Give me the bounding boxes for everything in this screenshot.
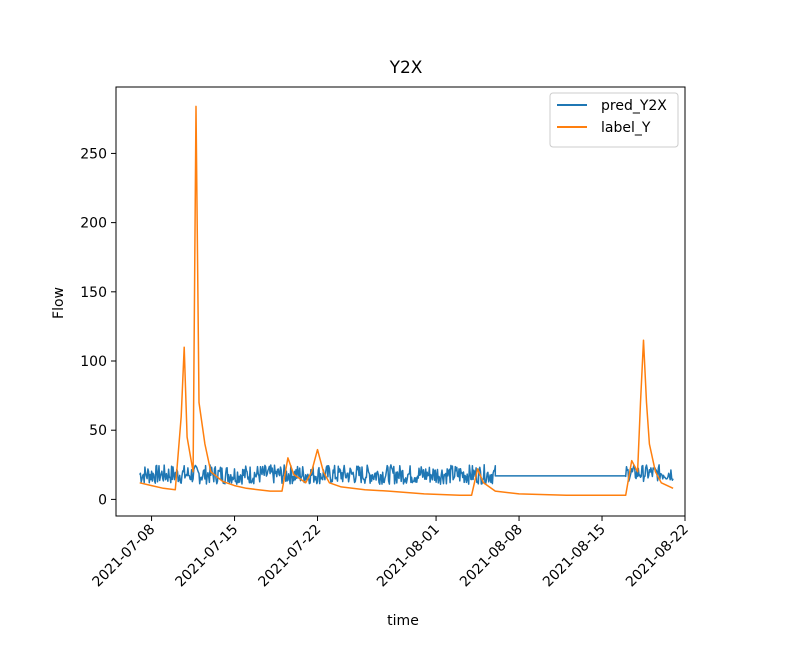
y-axis-label: Flow <box>51 287 67 319</box>
y-tick-label: 0 <box>98 492 107 508</box>
y-tick-label: 150 <box>80 285 107 301</box>
x-tick-label: 2021-07-15 <box>173 522 242 591</box>
x-tick-label: 2021-07-08 <box>90 522 159 591</box>
legend-label-label_Y: label_Y <box>601 120 651 136</box>
plot-frame <box>115 86 686 517</box>
series-line-pred_Y2X <box>139 464 674 485</box>
y-tick-label: 50 <box>89 423 107 439</box>
x-tick-label: 2021-07-22 <box>255 522 324 591</box>
y-tick-label: 250 <box>80 146 107 162</box>
x-tick-label: 2021-08-08 <box>457 522 526 591</box>
x-tick-label: 2021-08-22 <box>623 522 692 591</box>
x-axis-label: time <box>387 613 419 629</box>
x-axis: 2021-07-08 2021-07-15 2021-07-22 2021-08-01… <box>90 516 692 590</box>
series-layer <box>139 105 674 496</box>
legend-box <box>549 92 679 148</box>
y-tick-label: 200 <box>80 216 107 232</box>
series-line-label_Y <box>139 105 674 496</box>
chart-title: Y2X <box>389 58 423 78</box>
legend-label-pred_Y2X: pred_Y2X <box>601 98 667 114</box>
legend: pred_Y2X label_Y <box>549 92 679 148</box>
x-tick-label: 2021-08-01 <box>374 522 443 591</box>
y-axis: 0 50 100 150 200 250 <box>80 146 116 508</box>
x-tick-label: 2021-08-15 <box>540 522 609 591</box>
y-tick-label: 100 <box>80 354 107 370</box>
